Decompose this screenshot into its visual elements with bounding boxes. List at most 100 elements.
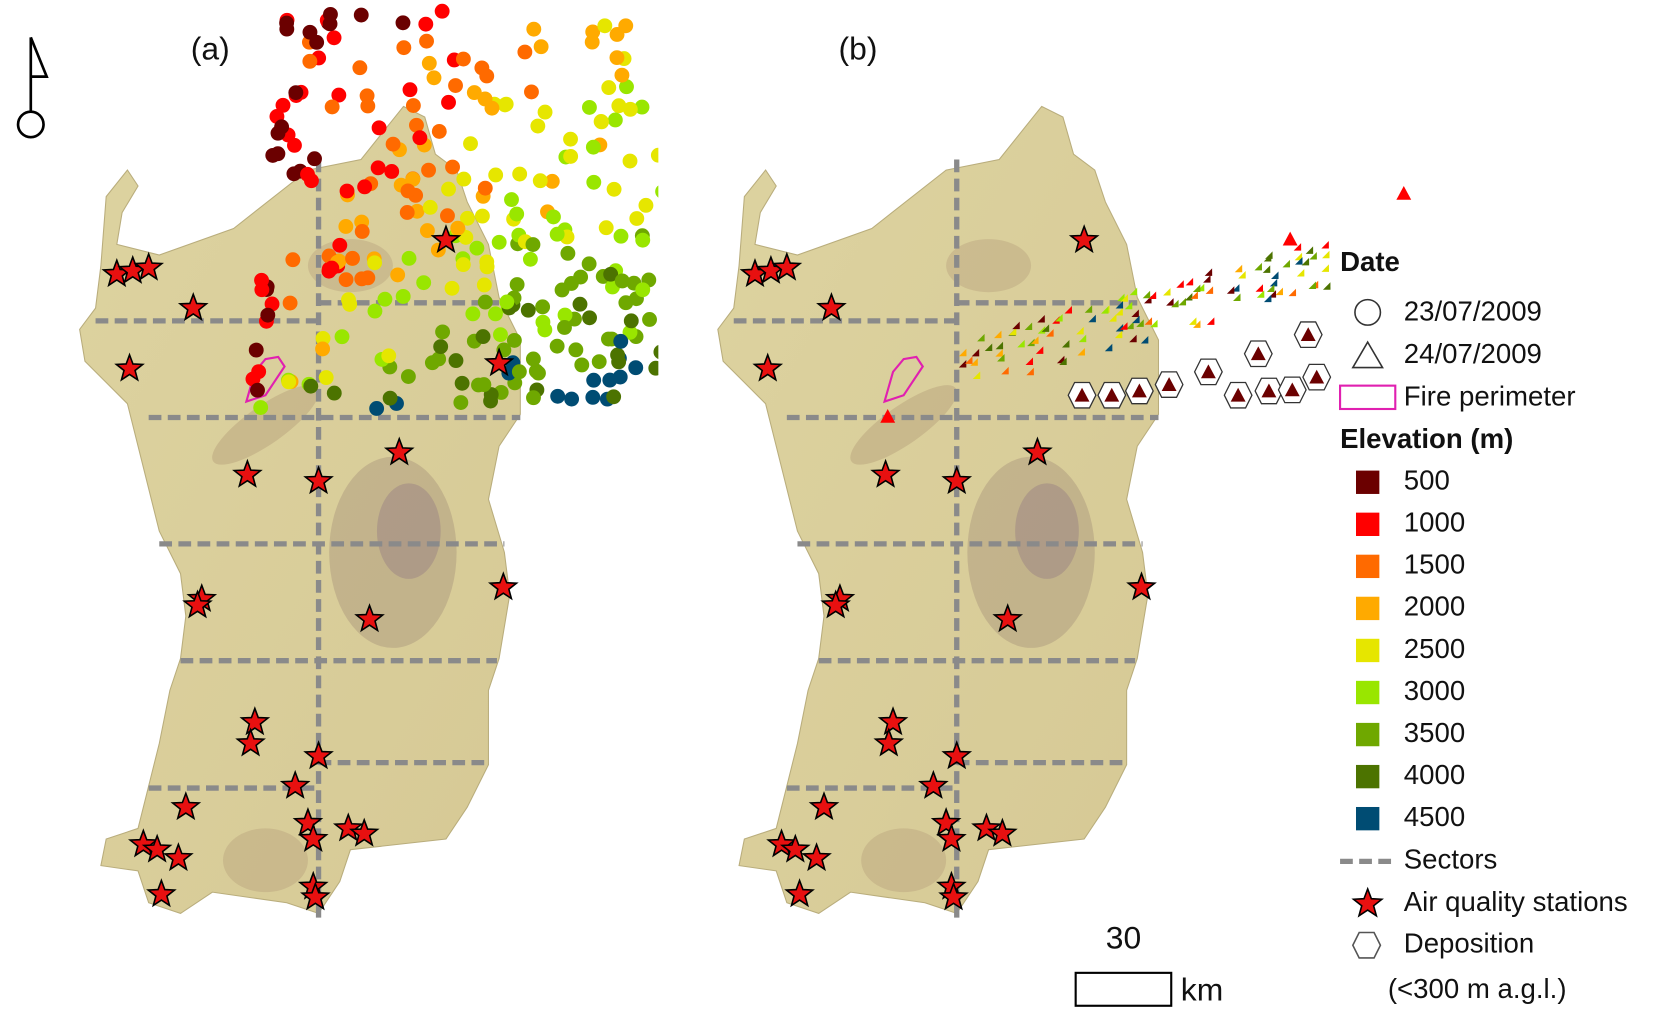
trajectory-point	[1126, 321, 1134, 330]
station	[483, 347, 515, 377]
trajectory-point	[995, 349, 1003, 357]
trajectory-point	[582, 99, 597, 115]
trajectory-point	[390, 267, 406, 283]
trajectory-point	[1254, 262, 1262, 271]
trajectory-point	[265, 147, 281, 163]
trajectory-point	[1301, 257, 1310, 266]
trajectory-point	[1284, 382, 1300, 397]
trajectory-point	[1114, 330, 1123, 339]
station	[771, 251, 803, 281]
trajectory-point	[315, 341, 331, 357]
legend-swatch	[1355, 512, 1380, 536]
trajectory-point	[618, 18, 634, 34]
trajectory-point	[1203, 275, 1211, 283]
legend-label: 3000	[1404, 675, 1465, 706]
trajectory-point	[511, 364, 527, 380]
trajectory-point	[1031, 336, 1039, 344]
trajectory-point	[554, 282, 570, 298]
trajectory-point	[396, 40, 412, 56]
legend-label: (<300 m a.g.l.)	[1388, 973, 1567, 1004]
legend-swatch	[1355, 764, 1380, 789]
legend-swatch	[1355, 596, 1380, 621]
trajectory-point	[526, 390, 541, 406]
trajectory-point	[638, 197, 654, 213]
station	[146, 878, 177, 908]
station	[128, 828, 159, 858]
stations	[101, 224, 1157, 911]
trajectory-point	[484, 100, 500, 116]
trajectory-point	[549, 226, 565, 242]
trajectory-point	[434, 3, 450, 19]
trajectory-point	[369, 401, 385, 416]
trajectory-point	[563, 148, 579, 164]
trajectory-point	[1296, 269, 1305, 277]
trajectory-point	[419, 33, 434, 49]
trajectory-point	[597, 18, 613, 34]
trajectory-point	[1269, 278, 1278, 287]
trajectory-point	[402, 82, 418, 98]
trajectory-point	[405, 171, 421, 187]
trajectory-point	[1265, 251, 1273, 259]
north-arrow	[16, 36, 49, 139]
trajectory-point	[1262, 265, 1271, 273]
trajectory-point	[477, 180, 493, 196]
trajectory-point	[1059, 357, 1067, 365]
trajectory-point	[353, 7, 369, 23]
trajectory-point	[370, 160, 386, 176]
trajectory-point	[332, 237, 348, 253]
trajectory-point	[1140, 336, 1149, 344]
station	[182, 589, 213, 619]
trajectory-point	[1027, 338, 1035, 347]
trajectory-point	[1101, 306, 1109, 314]
trajectory-point	[455, 51, 471, 67]
station	[300, 881, 331, 911]
station	[383, 436, 415, 466]
trajectory-point	[488, 306, 503, 322]
trajectory-point	[324, 260, 340, 276]
trajectory-point	[476, 277, 492, 293]
station	[784, 878, 815, 908]
trajectory-point	[1115, 308, 1123, 316]
trajectory-point	[279, 15, 295, 31]
trajectory-point	[613, 228, 629, 244]
trajectory-point	[1226, 286, 1235, 294]
trajectory-point	[300, 166, 315, 182]
trajectory-point	[441, 181, 456, 197]
trajectory-point	[395, 289, 411, 304]
station	[930, 807, 962, 837]
trajectory-point	[479, 259, 495, 275]
trajectory-point	[248, 342, 264, 358]
trajectory-point	[1001, 366, 1009, 375]
station	[873, 727, 905, 757]
station	[752, 352, 784, 382]
trajectory-point	[563, 131, 578, 147]
trajectory-point	[958, 360, 967, 368]
station	[971, 812, 1002, 842]
trajectory-point	[409, 117, 424, 133]
trajectory-point	[557, 307, 573, 323]
trajectory-point	[371, 120, 387, 136]
trajectory-point	[610, 347, 626, 363]
trajectory-point	[533, 39, 549, 55]
trajectory-point	[1025, 357, 1034, 365]
trajectory-point	[422, 199, 438, 215]
station	[808, 791, 840, 821]
trajectory-point	[623, 313, 639, 329]
station	[987, 817, 1018, 847]
trajectory-point	[1055, 313, 1063, 322]
trajectory-point	[1233, 293, 1241, 301]
legend-label: Deposition	[1404, 928, 1534, 959]
trajectory-point	[382, 390, 398, 406]
trajectory-point	[260, 307, 276, 323]
trajectory-point	[582, 310, 597, 326]
trajectory-point	[254, 272, 269, 288]
trajectory-point	[977, 333, 985, 342]
trajectory-point	[1161, 377, 1177, 391]
trajectory-point	[270, 125, 286, 141]
trajectory-point	[1205, 286, 1214, 294]
legend-swatch	[1355, 638, 1380, 663]
station	[332, 812, 364, 842]
trajectory-point	[1150, 319, 1158, 328]
trajectory-point	[585, 24, 601, 40]
trajectory-point	[648, 360, 659, 376]
